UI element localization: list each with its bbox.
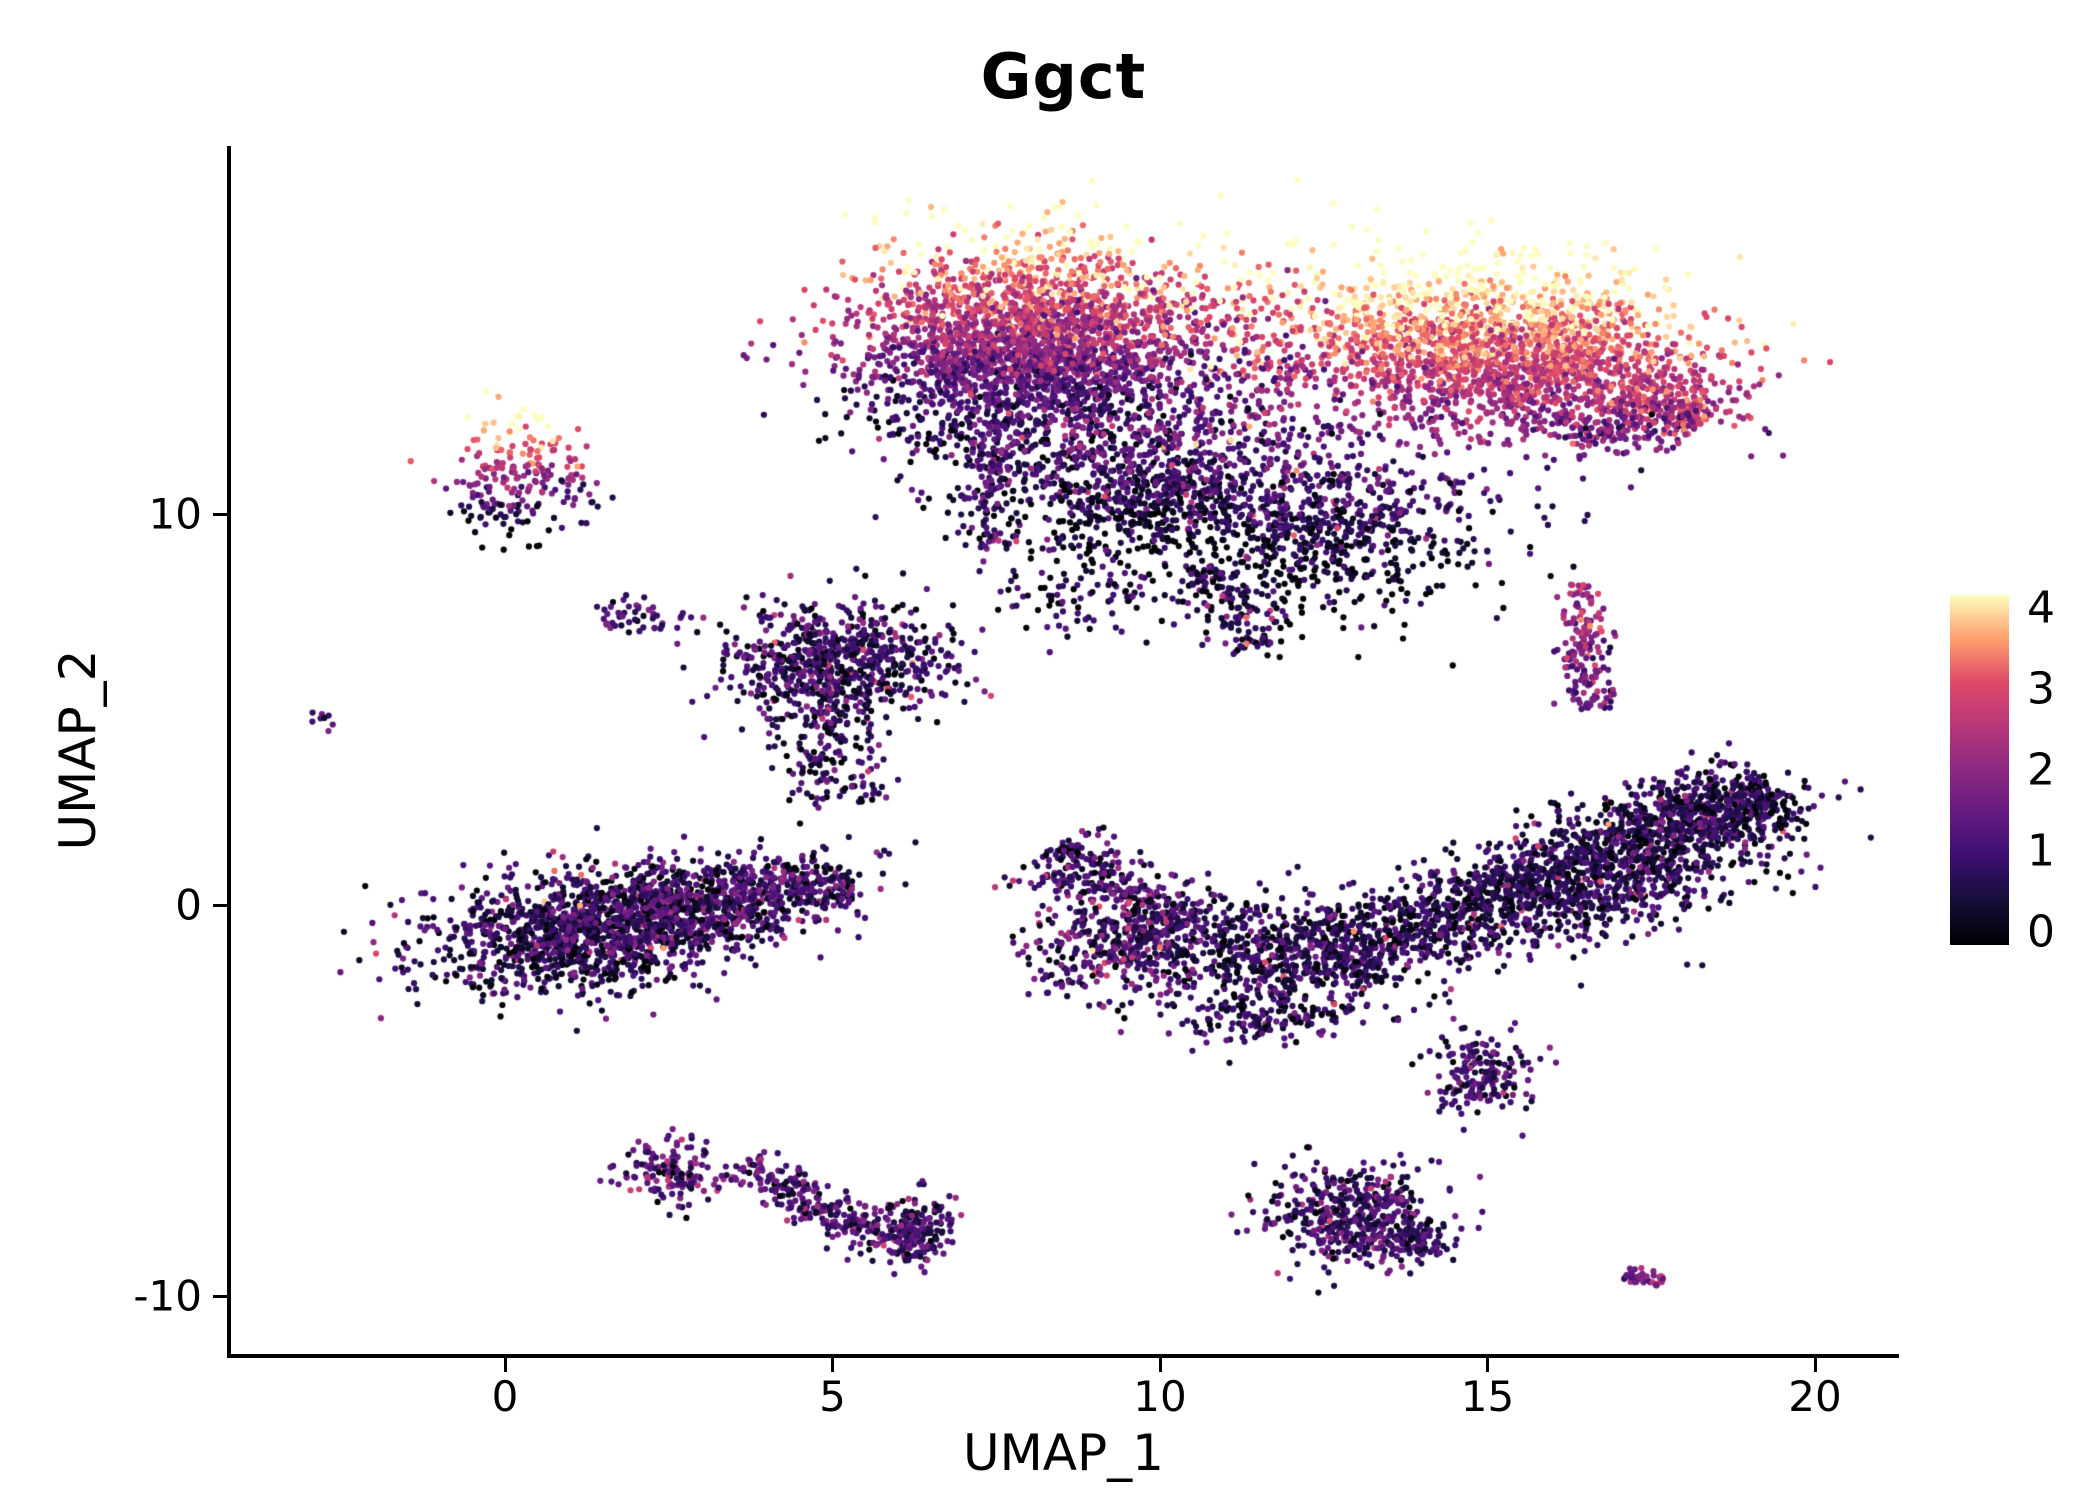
x-tick-label: 15 xyxy=(1460,1372,1515,1421)
x-tick-label: 20 xyxy=(1788,1372,1842,1421)
x-axis-line xyxy=(227,1354,1899,1358)
colorbar-gradient xyxy=(1950,595,2009,945)
x-tick-mark xyxy=(1486,1358,1489,1372)
x-tick-label: 5 xyxy=(819,1372,846,1421)
y-tick-mark xyxy=(213,903,227,907)
colorbar-tick-label: 3 xyxy=(2027,663,2055,715)
plot-title: Ggct xyxy=(980,40,1147,113)
x-axis-title: UMAP_1 xyxy=(963,1424,1164,1482)
colorbar-tick-label: 0 xyxy=(2027,906,2055,958)
x-tick-mark xyxy=(1158,1358,1162,1372)
y-axis-line xyxy=(227,146,231,1358)
x-tick-label: 10 xyxy=(1133,1372,1187,1421)
x-tick-mark xyxy=(503,1358,507,1372)
y-tick-label: 10 xyxy=(148,489,202,539)
y-axis-title: UMAP_2 xyxy=(49,649,107,851)
x-tick-mark xyxy=(1813,1358,1817,1372)
colorbar-tick-label: 2 xyxy=(2027,744,2055,796)
y-tick-label: 0 xyxy=(175,880,202,930)
y-tick-label: -10 xyxy=(133,1271,202,1321)
x-tick-label: 0 xyxy=(491,1372,519,1421)
colorbar-tick-label: 1 xyxy=(2027,825,2055,877)
x-tick-mark xyxy=(831,1358,834,1372)
y-tick-mark xyxy=(213,1294,227,1298)
colorbar-tick-label: 4 xyxy=(2027,582,2055,634)
y-tick-mark xyxy=(213,512,227,516)
